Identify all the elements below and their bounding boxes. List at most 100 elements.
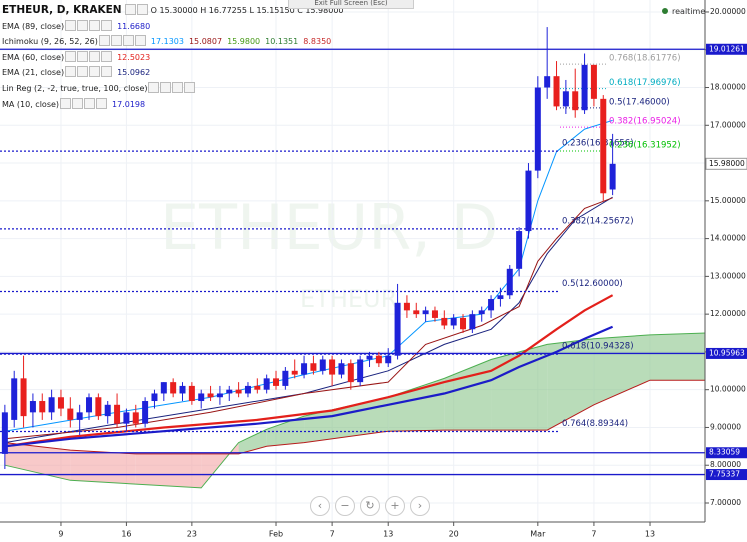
indicator-name: Ichimoku (9, 26, 52, 26) [2,37,98,47]
indicator-icon [172,81,184,93]
indicator-name: MA (10, close) [2,99,60,109]
indicator-row: EMA (21, close) 15.0962 [2,65,344,81]
last-price-label: 15.98000 [709,159,745,168]
candle-body [366,355,373,360]
indicator-icon [77,19,89,31]
x-tick-label: 20 [449,530,459,539]
candle-body [450,317,457,326]
indicator-icon [96,97,108,109]
candle-body [562,91,569,107]
watermark-small: ETHEUR [300,285,397,313]
candle-body [235,389,242,394]
indicator-line [4,294,614,448]
price-tag [706,347,747,359]
candle-body [263,378,270,390]
candle-body [142,401,149,424]
x-tick-label: 23 [187,530,197,539]
zoom-out[interactable]: − [335,496,355,516]
indicator-icon [134,35,146,47]
indicator-line [4,197,613,440]
candle-body [357,359,364,383]
scroll-right[interactable]: › [410,496,430,516]
candle-body [160,382,167,394]
symbol-row: ETHEUR, D, KRAKEN O 15.30000 H 16.77255 … [2,3,344,19]
price-tag-label: 19.01261 [709,44,745,53]
indicator-icon [89,50,101,62]
fib-label: 0.5(12.60000) [562,279,623,289]
candle-body [123,412,130,424]
candle-body [76,412,83,420]
candle-body [581,64,588,111]
candle-body [57,397,64,409]
x-tick-label: 13 [645,530,655,539]
indicator-name: Lin Reg (2, -2, true, true, 100, close) [2,83,148,93]
candle-body [291,370,298,375]
price-tag [706,447,747,459]
candle-body [188,385,195,402]
fib-label: 0.236(16.31952) [609,140,681,150]
candle-body [207,393,214,398]
candle-body [590,64,597,99]
fib-label: 0.768(18.61776) [609,54,681,64]
scroll-left[interactable]: ‹ [310,496,330,516]
indicator-row: EMA (60, close) 12.5023 [2,50,344,66]
candle-body [375,355,382,364]
candle-body [516,231,523,269]
fib-label: 0.618(17.96976) [609,78,681,88]
indicator-icon [84,97,96,109]
price-tag-label: 7.75337 [709,470,740,479]
candle-body [20,378,27,417]
y-tick-label: 9.00000 [710,422,741,431]
candle-body [469,314,476,330]
indicator-icon [101,19,113,31]
candle-body [544,76,551,88]
indicator-icon [110,35,122,47]
candle-body [431,310,438,318]
reset[interactable]: ↻ [360,496,380,516]
candle-body [394,302,401,356]
indicator-icon [65,50,77,62]
candle-body [609,163,616,190]
indicator-icon [72,97,84,109]
candle-body [534,87,541,171]
indicator-value: 15.0807 [188,37,223,47]
cloud-segment [388,378,445,432]
cloud-segment [4,442,71,481]
candle-body [488,299,495,311]
candle-body [301,363,308,375]
candle-body [11,378,18,420]
indicator-icon [184,81,196,93]
y-tick-label: 20.00000 [710,7,746,16]
fib-label: 0.764(8.89344) [562,419,628,429]
candle-body [132,412,139,424]
ohlc: O 15.30000 H 16.77255 L 15.15150 C 15.98… [150,6,344,15]
zoom-in[interactable]: + [385,496,405,516]
cloud-segment [593,334,651,405]
candle-body [254,385,261,390]
x-tick-label: 9 [58,530,63,539]
indicator-icon [160,81,172,93]
y-tick-label: 17.00000 [710,120,746,129]
indicator-line [4,196,613,444]
candle-body [104,404,111,417]
indicator-value: 12.5023 [117,52,151,62]
candle-body [67,408,74,420]
candle-body [29,401,36,413]
x-tick-label: 7 [330,530,335,539]
indicator-name: EMA (60, close) [2,52,65,62]
candle-body [95,397,102,417]
price-tag [706,469,747,481]
y-tick-label: 10.00000 [710,385,746,394]
candle-body [310,363,317,371]
candle-body [216,393,223,398]
exit-fullscreen[interactable]: Exit Full Screen (Esc) [288,0,414,9]
candle-body [347,363,354,383]
candle-body [572,91,579,111]
x-tick-label: 13 [383,530,393,539]
indicator-value: 17.1303 [150,37,184,47]
status: realtime [662,7,705,16]
indicator-icon [77,66,89,78]
indicator-icon [89,19,101,31]
